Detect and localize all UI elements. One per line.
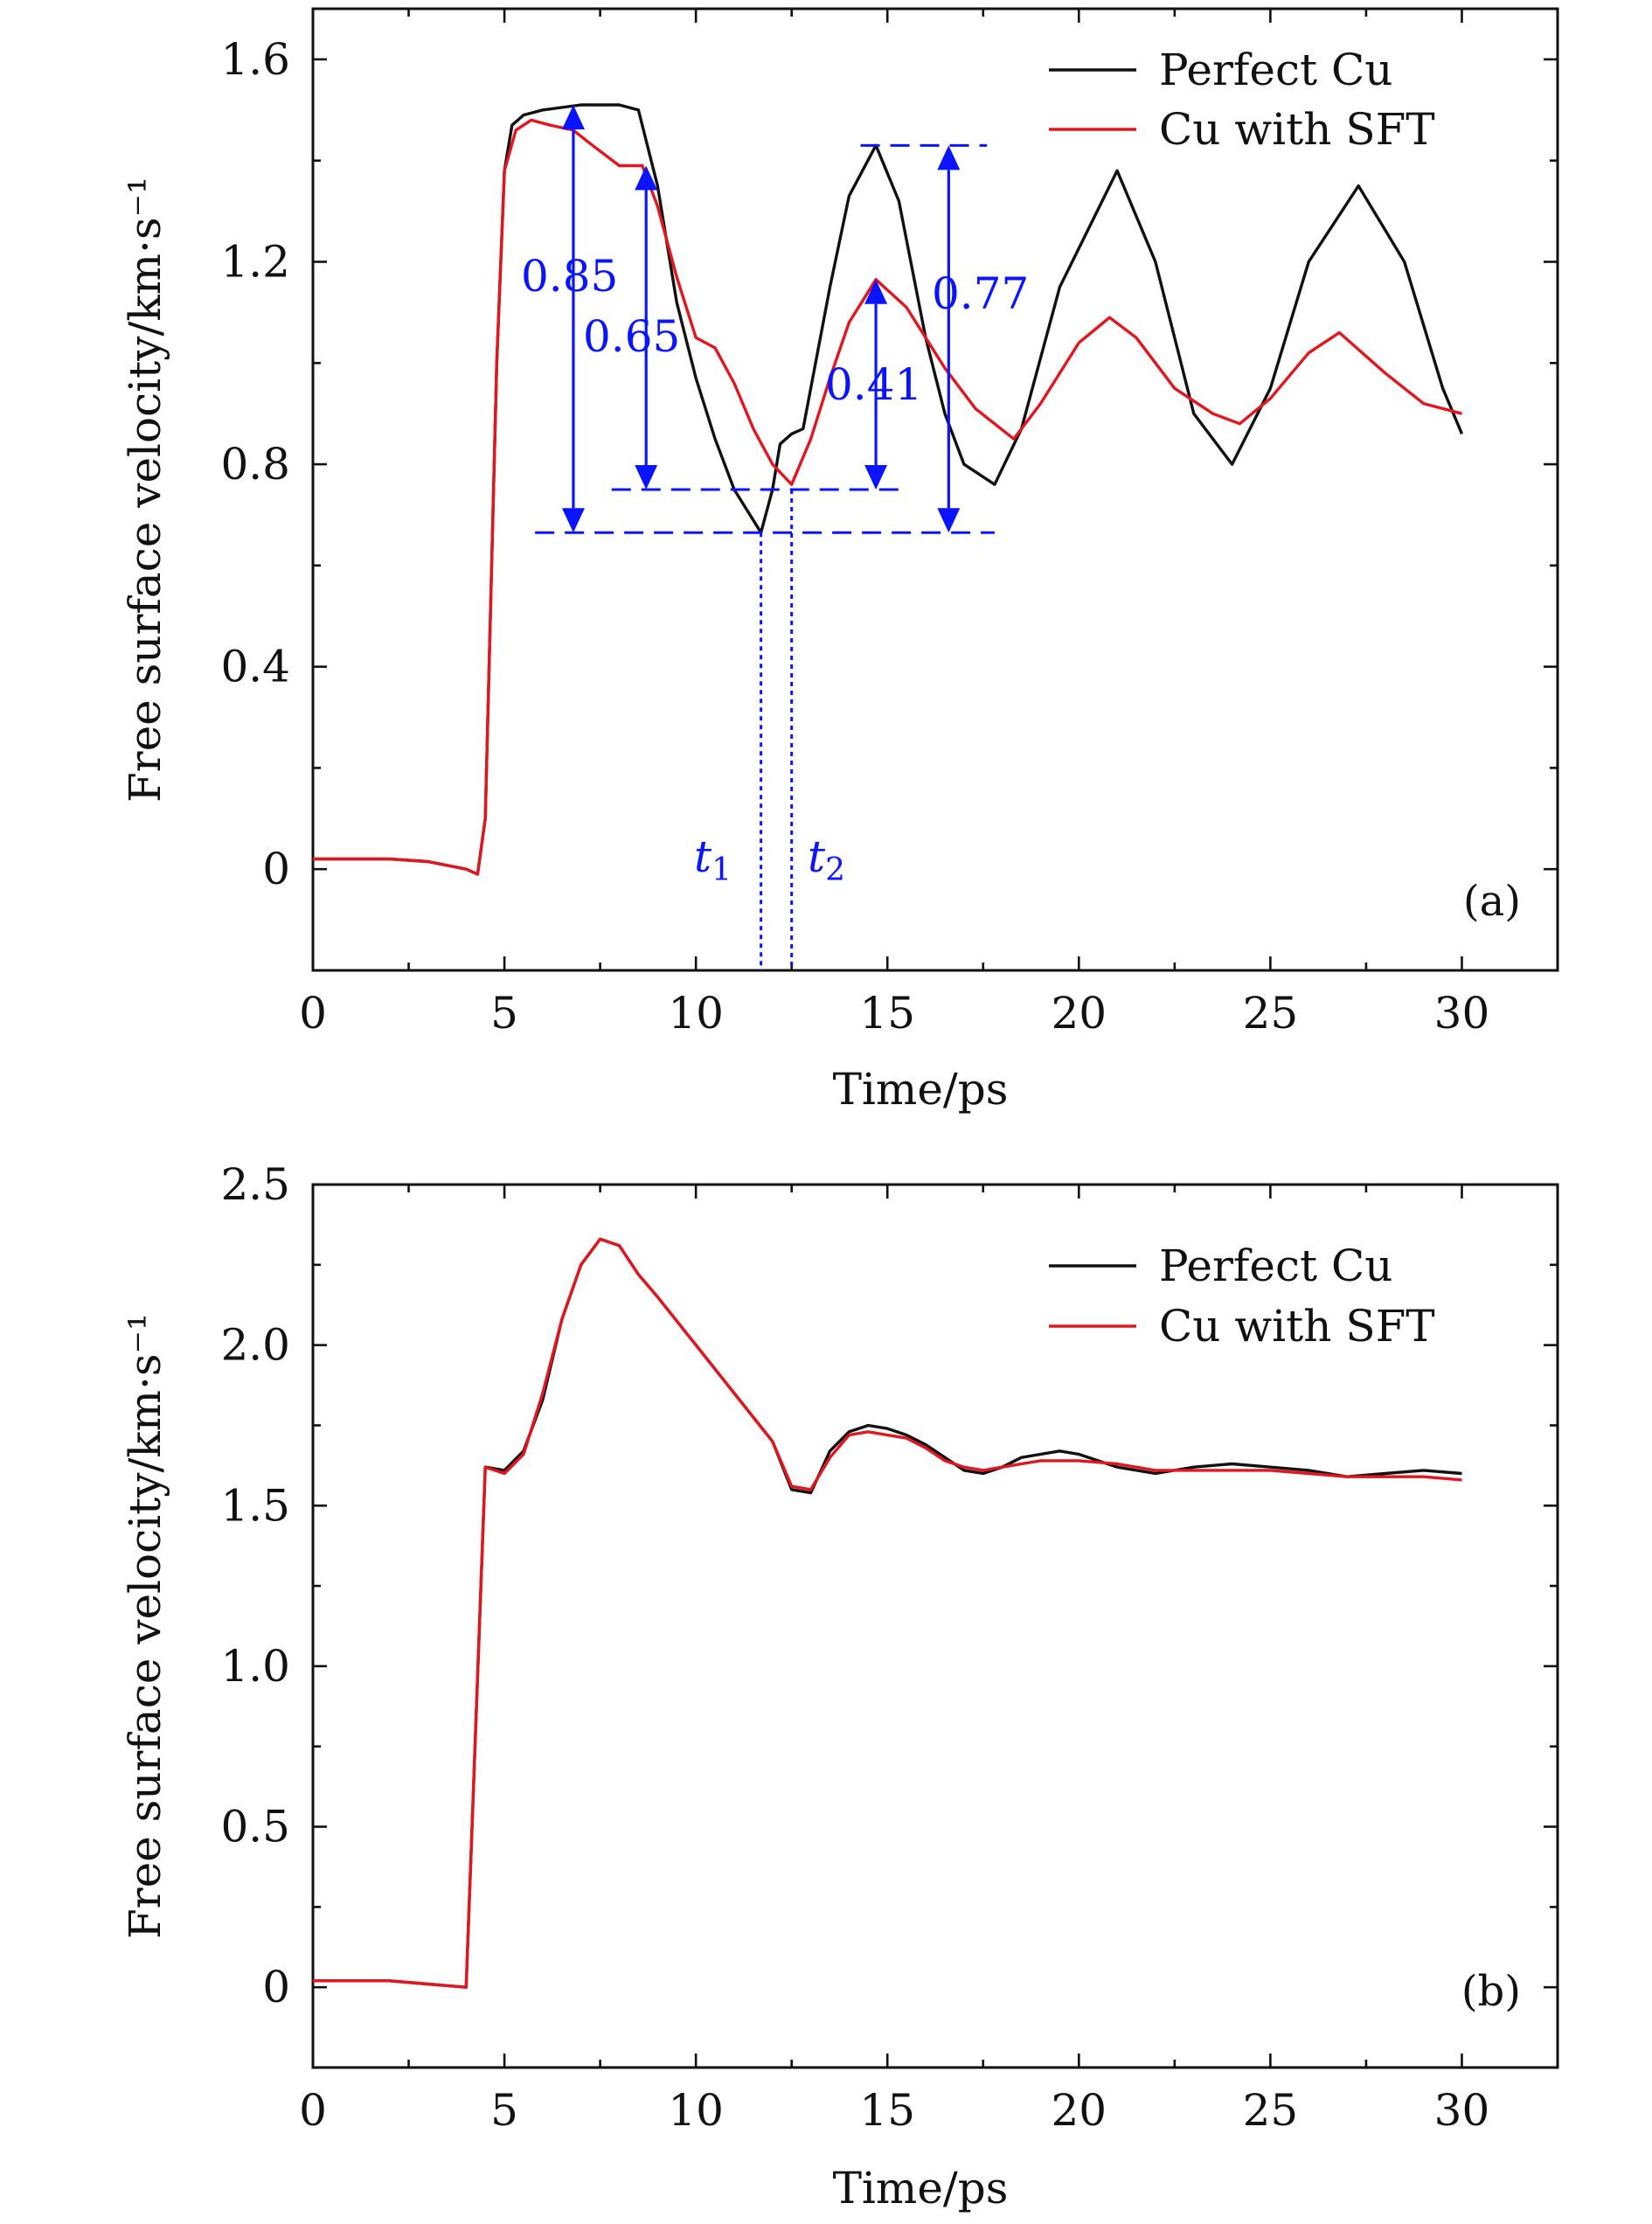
- y-tick-label: 0.4: [220, 642, 290, 692]
- x-tick-label: 0: [299, 988, 327, 1039]
- legend-label-cu-with-sft: Cu with SFT: [1159, 104, 1435, 155]
- arrow-head-up: [937, 145, 961, 170]
- series-layer-a: [313, 103, 1464, 876]
- x-tick-label: 5: [490, 2085, 518, 2136]
- x-tick-label: 25: [1243, 988, 1299, 1039]
- y-tick-labels-b: 0 0.5 1.0 1.5 2.0 2.5: [220, 1159, 290, 2012]
- legend-label-perfect-cu: Perfect Cu: [1159, 45, 1392, 95]
- series-line-cu-with-sft: [313, 118, 1462, 876]
- y-tick-label: 1.5: [220, 1480, 290, 1531]
- x-tick-label: 20: [1051, 2085, 1107, 2136]
- arrow-head-up: [864, 279, 888, 304]
- annotation-label: 0.85: [521, 251, 618, 302]
- legend-label-perfect-cu: Perfect Cu: [1159, 1241, 1392, 1291]
- x-tick-label: 25: [1243, 2085, 1299, 2136]
- x-tick-label: 30: [1434, 988, 1490, 1039]
- axis-ticks-a: [311, 9, 1559, 972]
- x-tick-label: 15: [859, 2085, 915, 2136]
- arrow-head-down: [937, 508, 961, 533]
- x-tick-label: 15: [859, 988, 915, 1039]
- t1-letter: t: [694, 831, 712, 882]
- t2-subscript: 2: [825, 852, 845, 888]
- x-tick-label: 10: [668, 988, 724, 1039]
- y-tick-label: 2.5: [220, 1159, 290, 1210]
- y-axis-title: Free surface velocity/km·s⁻¹: [120, 1313, 170, 1939]
- t1-label: t1: [694, 831, 732, 888]
- arrow-head-down: [561, 508, 585, 533]
- x-tick-label: 0: [299, 2085, 327, 2136]
- x-tick-label: 10: [668, 2085, 724, 2136]
- annotation-label: 0.65: [583, 311, 680, 362]
- axis-ticks-b: [311, 1183, 1559, 2069]
- x-tick-label: 20: [1051, 988, 1107, 1039]
- t1-subscript: 1: [711, 852, 732, 888]
- chart-b: 0 5 10 15 20 25 30 0 0.5 1.0 1.5 2.0 2.5 Time/ps Fr…: [120, 1159, 1559, 2214]
- t2-label: t2: [808, 831, 845, 888]
- y-tick-label: 2.0: [220, 1320, 290, 1371]
- y-tick-label: 0.5: [220, 1802, 290, 1852]
- y-tick-label: 1.0: [220, 1641, 290, 1692]
- panel-label-a: (a): [1463, 877, 1521, 926]
- annotation-label: 0.77: [932, 268, 1029, 319]
- arrow-head-down: [635, 465, 658, 490]
- legend-b: Perfect Cu Cu with SFT: [1049, 1241, 1435, 1352]
- x-tick-labels-a: 0 5 10 15 20 25 30: [299, 988, 1489, 1039]
- t2-letter: t: [808, 831, 826, 882]
- plot-frame-b: [311, 1183, 1559, 2069]
- panel-label-b: (b): [1461, 1967, 1521, 2016]
- arrow-head-up: [561, 105, 585, 129]
- series-line-cu-with-sft: [313, 1237, 1462, 1989]
- x-tick-label: 5: [490, 988, 518, 1039]
- series-layer-b: [313, 1237, 1462, 1989]
- y-tick-label: 0.8: [220, 439, 290, 490]
- annotation-label: 0.41: [825, 359, 922, 410]
- y-axis-title: Free surface velocity/km·s⁻¹: [120, 177, 170, 803]
- x-axis-title: Time/ps: [833, 2163, 1009, 2214]
- arrow-head-up: [635, 165, 658, 191]
- plot-area-border: [311, 1183, 1559, 2069]
- x-tick-label: 30: [1434, 2085, 1490, 2136]
- y-tick-label: 0: [262, 1962, 290, 2012]
- arrow-head-down: [864, 465, 888, 490]
- y-tick-labels-a: 0 0.4 0.8 1.2 1.6: [220, 34, 290, 894]
- y-tick-label: 1.6: [220, 34, 290, 85]
- x-axis-title: Time/ps: [833, 1064, 1009, 1115]
- plot-area-border: [311, 7, 1559, 972]
- legend-a: Perfect Cu Cu with SFT: [1049, 45, 1435, 155]
- chart-a: 0 5 10 15 20 25 30 0 0.4 0.8 1.2 1.6 Time/ps Free …: [120, 7, 1559, 1115]
- y-tick-label: 1.2: [220, 236, 290, 287]
- x-tick-labels-b: 0 5 10 15 20 25 30: [299, 2085, 1489, 2136]
- legend-label-cu-with-sft: Cu with SFT: [1159, 1301, 1435, 1352]
- y-tick-label: 0: [262, 844, 290, 894]
- plot-frame-a: [311, 7, 1559, 972]
